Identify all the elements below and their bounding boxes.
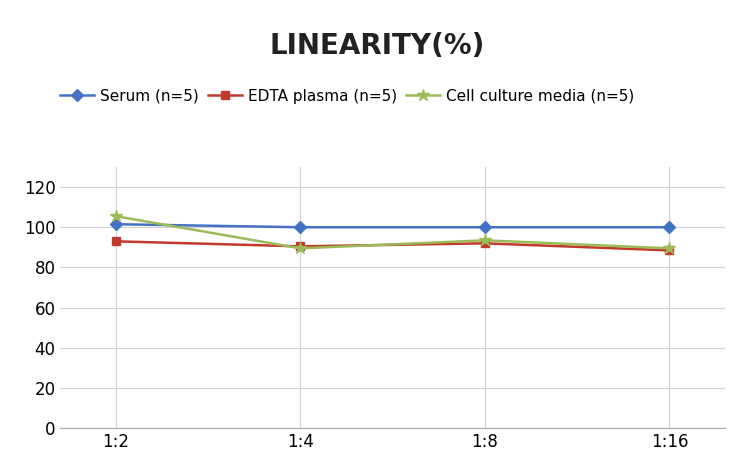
- Text: LINEARITY(%): LINEARITY(%): [270, 32, 485, 60]
- Legend: Serum (n=5), EDTA plasma (n=5), Cell culture media (n=5): Serum (n=5), EDTA plasma (n=5), Cell cul…: [60, 89, 634, 104]
